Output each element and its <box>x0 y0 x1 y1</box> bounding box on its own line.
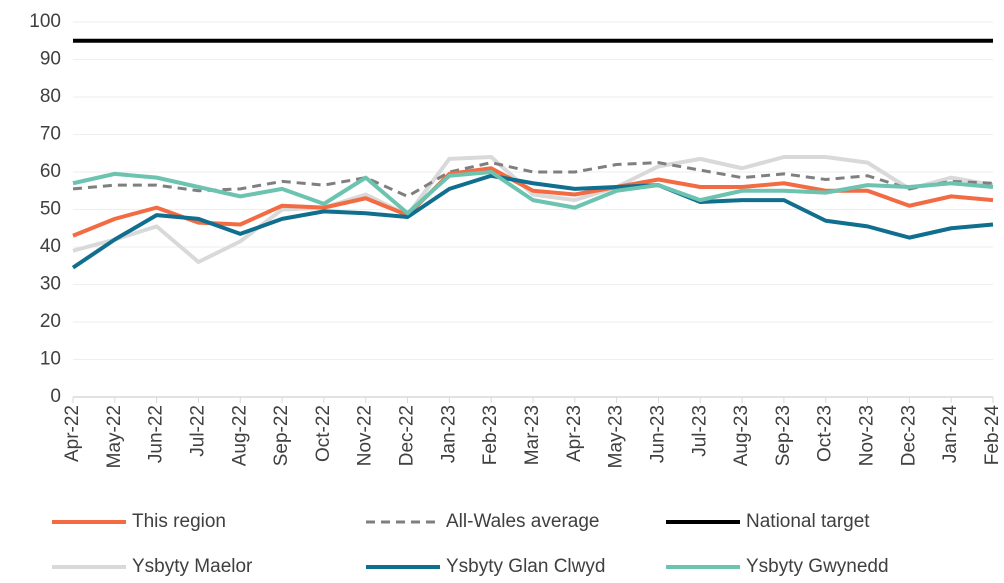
series-line <box>71 173 994 270</box>
x-tick-label: Jan-24 <box>940 405 961 464</box>
x-tick-label: Jul-22 <box>187 405 208 457</box>
x-tick-label: Nov-22 <box>355 405 376 466</box>
y-tick-label: 80 <box>40 86 61 107</box>
series-line <box>72 161 994 198</box>
x-tick-label: Feb-23 <box>480 405 501 465</box>
x-tick-label: Sep-23 <box>773 405 794 466</box>
y-tick-label: 30 <box>40 274 61 295</box>
x-tick-label: May-22 <box>104 405 125 468</box>
y-tick-label: 10 <box>40 349 61 370</box>
x-tick-label: Oct-23 <box>815 405 836 462</box>
x-tick-label: Jun-22 <box>146 405 167 463</box>
y-tick-label: 100 <box>29 11 61 32</box>
y-tick-label: 60 <box>40 161 61 182</box>
x-tick-label: Sep-22 <box>271 405 292 466</box>
series-line <box>72 155 994 264</box>
y-tick-label: 20 <box>40 311 61 332</box>
legend-label: Ysbyty Glan Clwyd <box>446 556 605 577</box>
legend-label: Ysbyty Maelor <box>132 556 253 577</box>
y-tick-label: 0 <box>50 386 61 407</box>
x-tick-label: Mar-23 <box>522 405 543 465</box>
legend-label: Ysbyty Gwynedd <box>746 556 889 577</box>
x-tick-label: Apr-22 <box>62 405 83 462</box>
legend-label: This region <box>132 511 226 532</box>
x-tick-label: Jul-23 <box>689 405 710 457</box>
x-tick-label: Apr-23 <box>564 405 585 462</box>
series-line <box>72 170 994 216</box>
x-tick-label: May-23 <box>606 405 627 468</box>
y-tick-label: 40 <box>40 236 61 257</box>
x-tick-label: Aug-22 <box>229 405 250 466</box>
legend-label: All-Wales average <box>446 511 599 532</box>
x-tick-label: Feb-24 <box>982 405 1003 466</box>
x-tick-label: Nov-23 <box>857 405 878 466</box>
y-tick-label: 70 <box>40 124 61 145</box>
x-tick-label: Aug-23 <box>731 405 752 466</box>
x-tick-label: Jan-23 <box>438 405 459 463</box>
x-tick-label: Oct-22 <box>313 405 334 462</box>
y-tick-label: 90 <box>40 49 61 70</box>
y-tick-label: 50 <box>40 199 61 220</box>
x-tick-label: Jun-23 <box>647 405 668 463</box>
x-tick-label: Dec-22 <box>397 405 418 466</box>
legend-label: National target <box>746 511 870 532</box>
x-tick-label: Dec-23 <box>898 405 919 466</box>
